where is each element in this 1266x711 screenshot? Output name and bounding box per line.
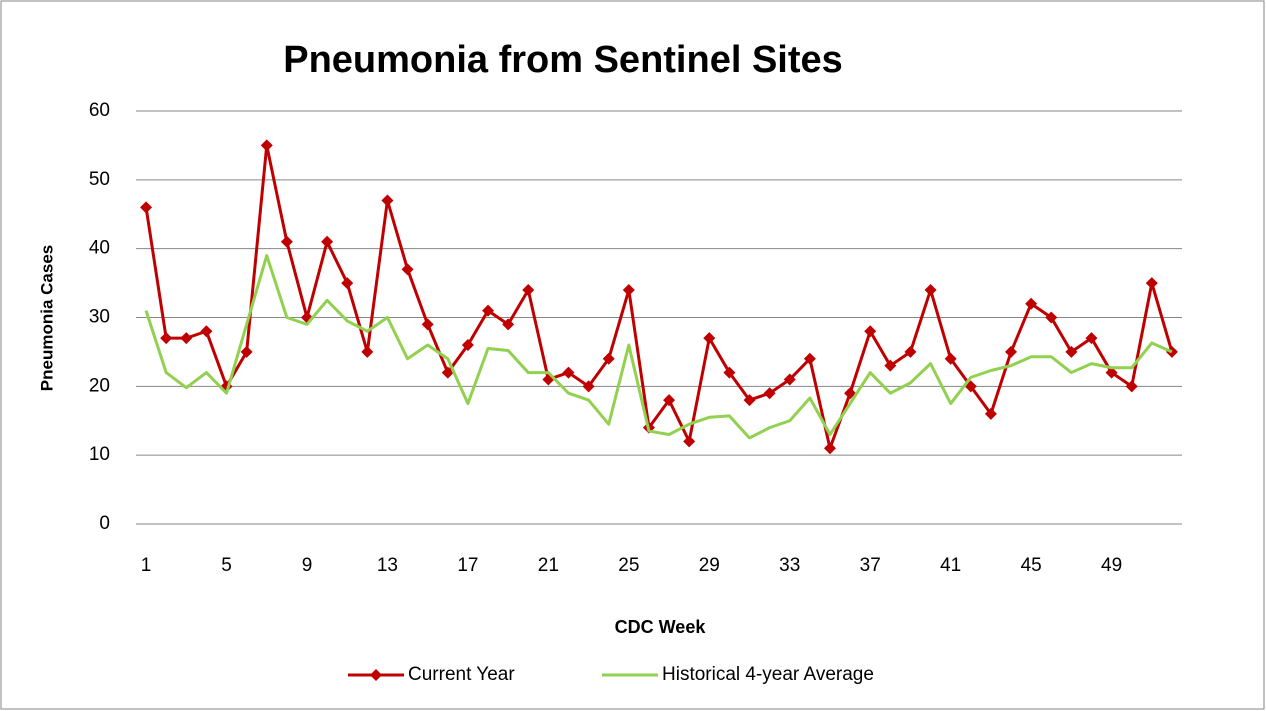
point-marker <box>482 304 495 317</box>
point-marker <box>200 325 213 338</box>
point-marker <box>461 339 474 352</box>
point-marker <box>401 263 414 276</box>
y-tick-label: 50 <box>89 169 110 190</box>
point-marker <box>180 332 193 345</box>
y-axis-label: Pneumonia Cases <box>37 245 56 391</box>
x-axis-label: CDC Week <box>615 617 707 637</box>
x-tick-label: 25 <box>618 555 639 576</box>
point-marker <box>602 352 615 365</box>
point-marker <box>280 235 293 248</box>
point-marker <box>663 394 676 407</box>
y-tick-label: 10 <box>89 444 110 465</box>
x-tick-label: 13 <box>377 555 398 576</box>
point-marker <box>1145 277 1158 290</box>
point-marker <box>703 332 716 345</box>
x-tick-label: 41 <box>940 555 961 576</box>
point-marker <box>984 407 997 420</box>
point-marker <box>562 366 575 379</box>
x-tick-label: 5 <box>221 555 232 576</box>
chart-title: Pneumonia from Sentinel Sites <box>283 39 843 81</box>
point-marker <box>341 277 354 290</box>
point-marker <box>1005 345 1018 358</box>
point-marker <box>924 283 937 296</box>
point-marker <box>140 201 153 214</box>
point-marker <box>803 352 816 365</box>
point-marker <box>381 194 394 207</box>
point-marker <box>361 345 374 358</box>
point-marker <box>1105 366 1118 379</box>
point-marker <box>683 435 696 448</box>
y-tick-label: 30 <box>89 307 110 328</box>
point-marker <box>1065 345 1078 358</box>
legend-label: Historical 4-year Average <box>662 664 874 685</box>
y-tick-label: 20 <box>89 375 110 396</box>
series-line <box>144 143 1174 450</box>
point-marker <box>240 345 253 358</box>
point-marker <box>864 325 877 338</box>
point-marker <box>743 394 756 407</box>
y-tick-label: 60 <box>89 100 110 121</box>
x-tick-label: 33 <box>779 555 800 576</box>
series-line <box>144 254 1173 440</box>
point-marker <box>160 332 173 345</box>
point-marker <box>260 139 273 152</box>
point-marker <box>723 366 736 379</box>
point-marker <box>904 345 917 358</box>
point-marker <box>1025 297 1038 310</box>
point-marker <box>522 283 535 296</box>
point-marker <box>823 442 836 455</box>
point-marker <box>441 366 454 379</box>
x-tick-label: 29 <box>699 555 720 576</box>
point-marker <box>1045 311 1058 324</box>
x-tick-label: 17 <box>457 555 478 576</box>
x-tick-label: 45 <box>1021 555 1042 576</box>
point-marker <box>421 318 434 331</box>
point-marker <box>582 380 595 393</box>
x-tick-label: 37 <box>860 555 881 576</box>
point-marker <box>884 359 897 372</box>
point-marker <box>944 352 957 365</box>
point-marker <box>1085 332 1098 345</box>
x-tick-label: 9 <box>302 555 313 576</box>
legend-marker <box>370 669 382 681</box>
y-tick-label: 0 <box>99 513 110 534</box>
point-marker <box>1125 380 1138 393</box>
point-marker <box>783 373 796 386</box>
point-marker <box>502 318 515 331</box>
point-marker <box>622 283 635 296</box>
y-tick-label: 40 <box>89 238 110 259</box>
point-marker <box>763 387 776 400</box>
legend-label: Current Year <box>408 664 515 685</box>
x-tick-label: 49 <box>1101 555 1122 576</box>
x-tick-label: 21 <box>538 555 559 576</box>
x-tick-label: 1 <box>141 555 152 576</box>
point-marker <box>321 235 334 248</box>
